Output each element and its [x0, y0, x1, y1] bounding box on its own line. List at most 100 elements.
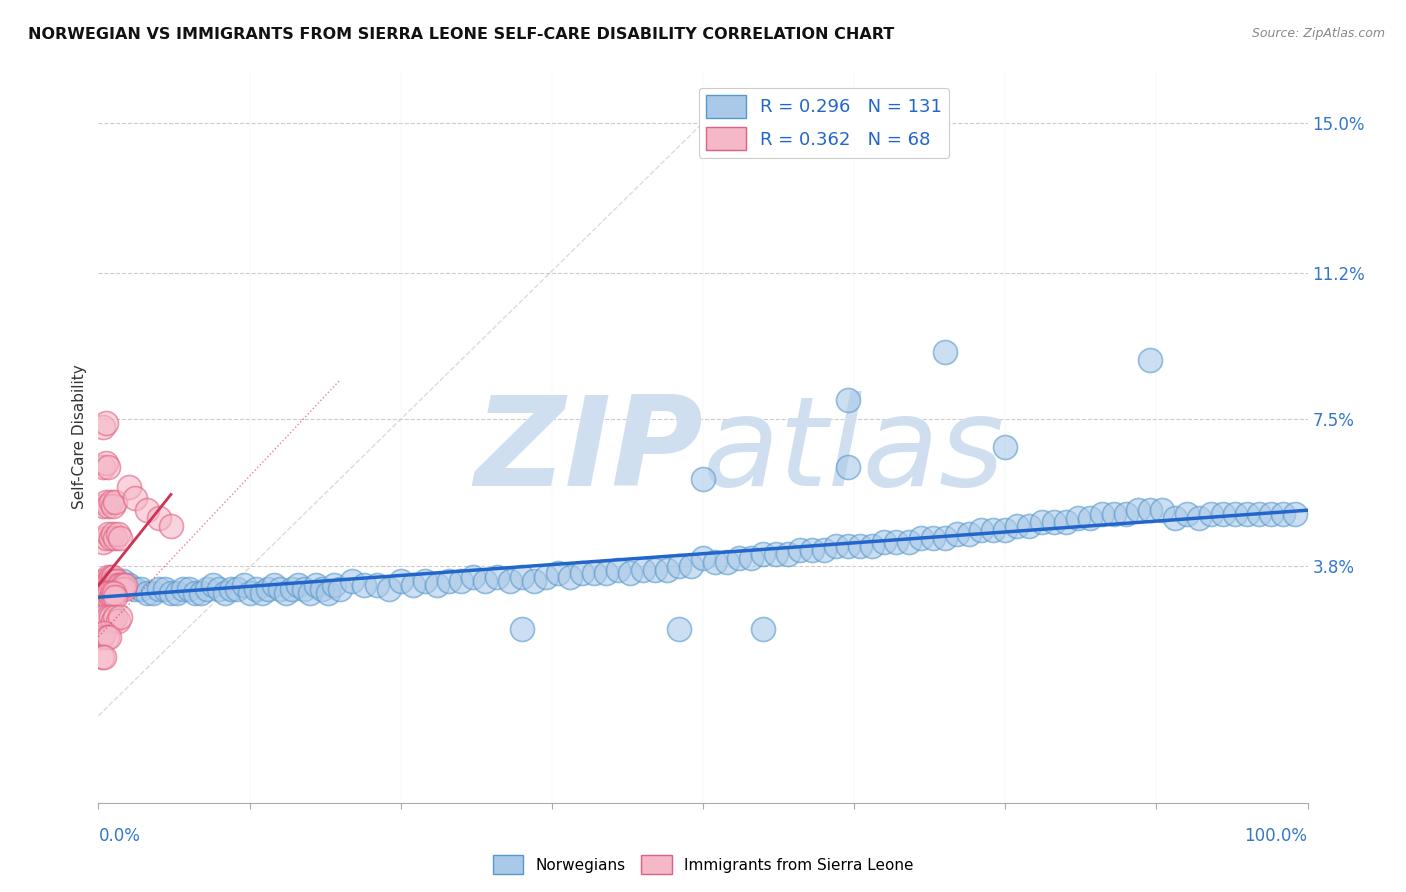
Point — [1272, 507, 1295, 521]
Point — [103, 574, 125, 589]
Point — [1139, 503, 1161, 517]
Point — [631, 562, 654, 576]
Point — [1249, 507, 1271, 521]
Point — [728, 550, 751, 565]
Point — [91, 630, 114, 644]
Text: Source: ZipAtlas.com: Source: ZipAtlas.com — [1251, 27, 1385, 40]
Point — [873, 123, 896, 137]
Point — [607, 562, 630, 576]
Point — [98, 630, 121, 644]
Point — [96, 574, 118, 589]
Point — [108, 582, 131, 597]
Point — [437, 574, 460, 589]
Point — [107, 527, 129, 541]
Point — [239, 586, 262, 600]
Point — [184, 586, 207, 600]
Point — [94, 578, 117, 592]
Point — [93, 574, 115, 589]
Point — [595, 566, 617, 581]
Point — [510, 622, 533, 636]
Point — [287, 578, 309, 592]
Point — [1163, 511, 1185, 525]
Point — [571, 566, 593, 581]
Point — [250, 586, 273, 600]
Point — [498, 574, 520, 589]
Point — [486, 570, 509, 584]
Point — [789, 542, 811, 557]
Point — [97, 591, 120, 605]
Point — [232, 578, 254, 592]
Point — [91, 578, 114, 592]
Point — [100, 591, 122, 605]
Point — [752, 547, 775, 561]
Point — [1091, 507, 1114, 521]
Point — [269, 582, 291, 597]
Point — [97, 459, 120, 474]
Point — [910, 531, 932, 545]
Point — [153, 582, 176, 597]
Point — [1236, 507, 1258, 521]
Point — [97, 527, 120, 541]
Point — [970, 523, 993, 537]
Point — [655, 562, 678, 576]
Point — [547, 566, 569, 581]
Point — [91, 534, 114, 549]
Point — [148, 582, 170, 597]
Point — [226, 582, 249, 597]
Point — [100, 495, 122, 509]
Point — [274, 586, 297, 600]
Point — [523, 574, 546, 589]
Point — [994, 523, 1017, 537]
Point — [873, 534, 896, 549]
Text: 0.0%: 0.0% — [98, 827, 141, 845]
Point — [813, 542, 835, 557]
Point — [100, 531, 122, 545]
Point — [1128, 503, 1150, 517]
Point — [166, 586, 188, 600]
Point — [105, 574, 128, 589]
Point — [97, 500, 120, 514]
Point — [825, 539, 848, 553]
Point — [934, 345, 956, 359]
Point — [716, 555, 738, 569]
Point — [668, 622, 690, 636]
Point — [740, 550, 762, 565]
Point — [91, 610, 114, 624]
Text: atlas: atlas — [703, 392, 1005, 512]
Point — [91, 586, 114, 600]
Point — [981, 523, 1004, 537]
Point — [104, 591, 127, 605]
Point — [118, 578, 141, 592]
Point — [704, 555, 727, 569]
Point — [1139, 353, 1161, 368]
Point — [97, 570, 120, 584]
Point — [221, 582, 243, 597]
Point — [837, 459, 859, 474]
Point — [765, 547, 787, 561]
Point — [107, 578, 129, 592]
Point — [101, 570, 124, 584]
Point — [860, 539, 883, 553]
Point — [946, 527, 969, 541]
Point — [142, 586, 165, 600]
Point — [1152, 503, 1174, 517]
Point — [644, 562, 666, 576]
Point — [886, 534, 908, 549]
Point — [110, 582, 132, 597]
Point — [263, 578, 285, 592]
Point — [100, 574, 122, 589]
Point — [316, 586, 339, 600]
Point — [104, 610, 127, 624]
Point — [837, 392, 859, 407]
Point — [1212, 507, 1234, 521]
Point — [91, 591, 114, 605]
Point — [100, 610, 122, 624]
Point — [148, 511, 170, 525]
Point — [692, 472, 714, 486]
Point — [837, 539, 859, 553]
Point — [179, 582, 201, 597]
Point — [299, 586, 322, 600]
Point — [124, 582, 146, 597]
Point — [208, 582, 231, 597]
Point — [1284, 507, 1306, 521]
